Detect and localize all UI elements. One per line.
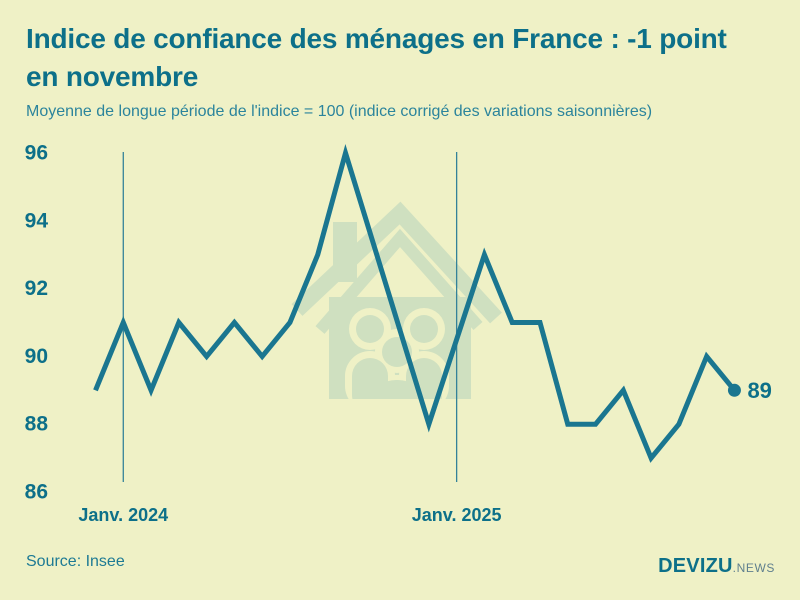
brand-suffix: .NEWS xyxy=(732,561,775,575)
year-markers: Janv. 2024 Janv. 2025 xyxy=(78,152,502,525)
house-people-watermark-icon xyxy=(291,201,502,399)
chart-title-line-2: en novembre xyxy=(26,61,199,92)
y-tick-label: 92 xyxy=(25,277,48,300)
watermark-roof-outer xyxy=(291,201,502,324)
brand-name: DEVIZU xyxy=(658,555,733,577)
header: Indice de confiance des ménages en Franc… xyxy=(26,20,786,121)
series: 89 xyxy=(93,144,772,463)
x-axis-label: Janv. 2025 xyxy=(412,505,502,525)
source-note: Source: Insee xyxy=(26,553,125,570)
chart-title: Indice de confiance des ménages en Franc… xyxy=(26,20,786,96)
confidence-index-line xyxy=(93,144,737,463)
y-tick-label: 96 xyxy=(25,142,48,165)
watermark-people-group xyxy=(345,308,449,399)
last-value-label: 89 xyxy=(747,378,771,403)
y-tick-label: 90 xyxy=(25,345,48,368)
chart-title-line-1: Indice de confiance des ménages en Franc… xyxy=(26,23,727,54)
chart-subtitle: Moyenne de longue période de l'indice = … xyxy=(26,103,653,120)
last-point-dot xyxy=(727,383,741,397)
x-axis-label: Janv. 2024 xyxy=(78,505,168,525)
y-axis-ticks: 96 94 92 90 88 86 xyxy=(25,142,49,504)
brand-logo: DEVIZU.NEWS xyxy=(658,555,775,578)
y-tick-label: 86 xyxy=(25,481,48,504)
y-tick-label: 88 xyxy=(25,413,49,436)
y-tick-label: 94 xyxy=(25,209,49,232)
